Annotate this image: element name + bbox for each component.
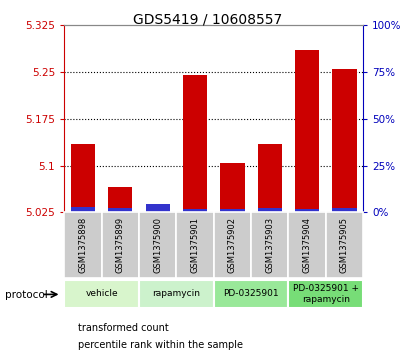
Text: GDS5419 / 10608557: GDS5419 / 10608557 xyxy=(133,13,282,27)
Text: PD-0325901: PD-0325901 xyxy=(223,289,279,298)
Text: GSM1375898: GSM1375898 xyxy=(78,217,88,273)
Text: rapamycin: rapamycin xyxy=(152,289,200,298)
Bar xyxy=(176,212,214,278)
Bar xyxy=(146,204,170,212)
Bar xyxy=(139,212,176,278)
Bar xyxy=(108,208,132,212)
Bar xyxy=(332,69,356,212)
Text: GSM1375904: GSM1375904 xyxy=(303,217,312,273)
Text: protocol: protocol xyxy=(5,290,48,300)
Bar xyxy=(288,280,363,308)
Text: vehicle: vehicle xyxy=(85,289,118,298)
Bar xyxy=(258,144,282,212)
Bar xyxy=(288,212,326,278)
Bar xyxy=(183,209,207,212)
Bar xyxy=(220,163,244,212)
Bar xyxy=(295,209,319,212)
Text: GSM1375902: GSM1375902 xyxy=(228,217,237,273)
Bar xyxy=(295,50,319,212)
Bar xyxy=(326,212,363,278)
Bar xyxy=(102,212,139,278)
Text: GSM1375903: GSM1375903 xyxy=(265,217,274,273)
Bar xyxy=(64,212,102,278)
Bar xyxy=(332,208,356,212)
Text: GSM1375899: GSM1375899 xyxy=(116,217,125,273)
Bar xyxy=(71,207,95,212)
Bar xyxy=(183,75,207,212)
Text: percentile rank within the sample: percentile rank within the sample xyxy=(78,340,244,350)
Text: PD-0325901 +
rapamycin: PD-0325901 + rapamycin xyxy=(293,284,359,303)
Bar xyxy=(108,187,132,212)
Text: GSM1375900: GSM1375900 xyxy=(153,217,162,273)
Bar xyxy=(64,280,139,308)
Bar xyxy=(251,212,288,278)
Text: GSM1375901: GSM1375901 xyxy=(190,217,200,273)
Bar xyxy=(220,209,244,212)
Text: transformed count: transformed count xyxy=(78,323,169,333)
Bar xyxy=(214,212,251,278)
Bar xyxy=(71,144,95,212)
Bar xyxy=(139,280,214,308)
Bar xyxy=(258,208,282,212)
Bar xyxy=(214,280,288,308)
Text: GSM1375905: GSM1375905 xyxy=(340,217,349,273)
